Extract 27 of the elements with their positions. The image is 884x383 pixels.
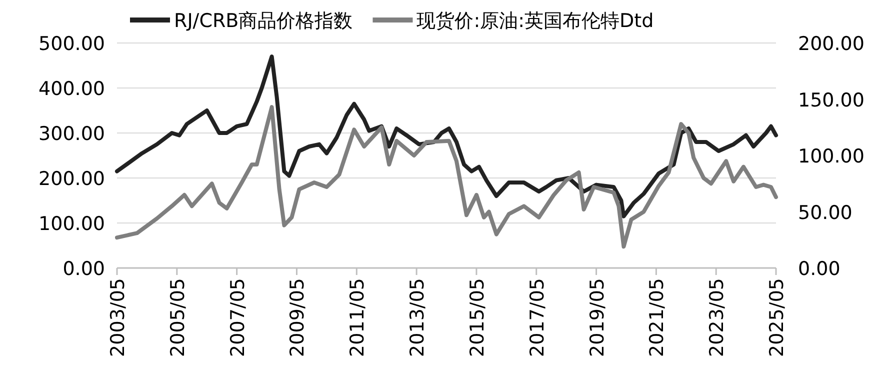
x-tick-label: 2021/05 [646, 278, 668, 357]
x-tick-label: 2007/05 [226, 278, 249, 357]
y2-tick-label: 50.00 [798, 202, 852, 224]
y2-tick-label: 0.00 [798, 258, 840, 280]
y-tick-label: 200.00 [38, 168, 105, 190]
line-series [115, 105, 778, 249]
x-tick-label: 2003/05 [107, 278, 129, 357]
y-tick-label: 300.00 [38, 123, 105, 145]
line-series [115, 54, 778, 218]
x-tick-label: 2025/05 [766, 278, 788, 357]
y-tick-label: 500.00 [38, 33, 105, 55]
y-tick-label: 0.00 [62, 258, 105, 280]
x-tick-label: 2013/05 [406, 278, 429, 357]
x-tick-label: 2023/05 [706, 278, 728, 357]
x-tick-label: 2011/05 [346, 278, 369, 357]
y2-tick-label: 100.00 [798, 146, 864, 168]
x-tick-label: 2015/05 [466, 278, 488, 357]
x-tick-label: 2019/05 [586, 278, 608, 357]
legend-label: RJ/CRB商品价格指数 [174, 10, 353, 32]
x-tick-label: 2005/05 [166, 278, 189, 357]
y-tick-label: 400.00 [38, 78, 105, 100]
x-tick-label: 2009/05 [286, 278, 309, 357]
y-tick-label: 100.00 [38, 213, 105, 235]
x-tick-label: 2017/05 [526, 278, 548, 357]
y2-tick-label: 200.00 [798, 33, 864, 55]
legend-label: 现货价:原油:英国布伦特Dtd [416, 10, 654, 32]
y2-tick-label: 150.00 [798, 89, 864, 112]
